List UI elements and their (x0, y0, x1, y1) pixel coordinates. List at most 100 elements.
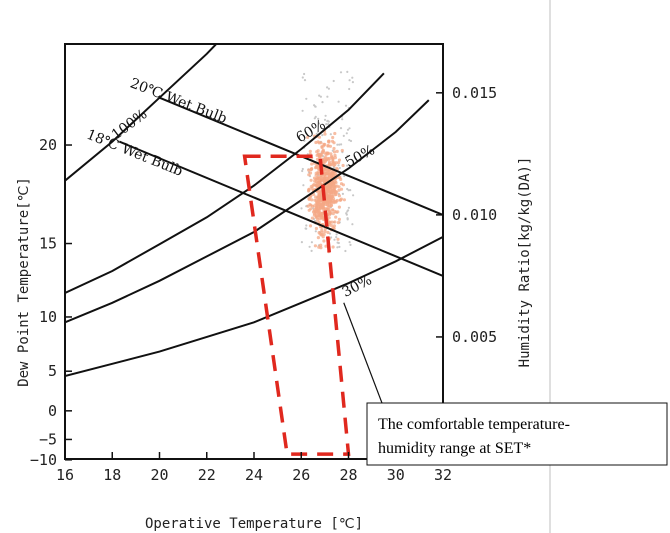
scatter-point (316, 149, 320, 153)
scatter-halo-point (348, 87, 351, 91)
scatter-point (312, 176, 317, 180)
scatter-halo-point (305, 224, 308, 227)
scatter-point (316, 236, 320, 240)
scatter-point (319, 243, 323, 247)
scatter-point (315, 177, 319, 181)
scatter-halo-point (310, 241, 313, 244)
scatter-halo-point (336, 246, 339, 249)
scatter-point (323, 229, 327, 234)
scatter-halo-point (318, 94, 321, 97)
scatter-point (309, 207, 313, 211)
scatter-halo-point (309, 128, 312, 131)
scatter-halo-point (308, 245, 311, 248)
y-left-tick-label: 15 (39, 235, 57, 253)
scatter-point (310, 216, 314, 220)
scatter-halo-point (302, 184, 305, 187)
curve-60pct (65, 72, 385, 294)
scatter-halo-point (317, 117, 320, 120)
scatter-point (315, 210, 319, 214)
scatter-halo-point (317, 122, 321, 125)
scatter-point (307, 197, 311, 201)
scatter-point (317, 231, 321, 235)
scatter-halo-point (336, 143, 339, 146)
scatter-halo-point (323, 118, 327, 121)
scatter-point (337, 188, 341, 192)
scatter-halo-point (303, 79, 307, 82)
scatter-point (333, 185, 337, 190)
scatter-halo-point (321, 134, 324, 137)
scatter-point (332, 224, 336, 228)
x-tick-label: 16 (56, 466, 74, 484)
scatter-halo-point (341, 118, 344, 121)
scatter-halo-point (345, 213, 348, 216)
scatter-halo-point (300, 207, 303, 210)
scatter-point (331, 183, 336, 187)
scatter-halo-point (339, 127, 343, 130)
scatter-point (315, 203, 319, 207)
scatter-point (324, 244, 328, 248)
scatter-halo-point (351, 81, 354, 84)
y-right-tick-label: 0.015 (452, 84, 497, 102)
scatter-halo-point (348, 139, 351, 142)
y-axis-left-label: Dew Point Temperature[℃] (16, 177, 32, 387)
scatter-halo-point (303, 139, 306, 142)
scatter-halo-point (319, 95, 322, 98)
scatter-point (337, 158, 342, 162)
scatter-halo-point (347, 209, 350, 212)
scatter-point (327, 205, 331, 209)
scatter-halo-point (303, 72, 306, 76)
scatter-point (336, 237, 340, 241)
curve-label-50pct: 50% (343, 142, 378, 171)
scatter-point (333, 131, 337, 136)
scatter-halo-point (300, 241, 303, 244)
scatter-point (331, 135, 335, 140)
scatter-halo-point (326, 95, 329, 98)
scatter-point (340, 148, 344, 153)
scatter-point (334, 199, 338, 203)
scatter-halo-point (335, 236, 338, 239)
scatter-point (318, 204, 322, 208)
scatter-halo-point (314, 105, 317, 108)
scatter-halo-point (326, 120, 329, 123)
scatter-halo-point (332, 79, 335, 83)
scatter-point (330, 220, 334, 224)
x-tick-label: 30 (387, 466, 405, 484)
y-left-tick-label: −5 (39, 430, 57, 448)
y-axis-right-label: Humidity Ratio[kg/kg(DA)] (517, 157, 533, 368)
scatter-point (327, 209, 331, 213)
y-left-tick-label: 0 (48, 402, 57, 420)
scatter-point (338, 175, 342, 179)
annotation-pointer (343, 302, 383, 404)
tick-layer: 16 18 20 22 24 26 28 30 32 20 15 10 5 0 −5 −10 0.015 0.01… (30, 84, 497, 484)
scatter-point (320, 230, 324, 234)
x-tick-label: 26 (292, 466, 310, 484)
x-axis-label: Operative Temperature [℃] (145, 516, 363, 532)
scatter-halo-point (301, 109, 304, 112)
scatter-halo-point (301, 169, 304, 173)
scatter-point (337, 194, 341, 198)
scatter-halo-point (347, 206, 350, 209)
x-tick-label: 22 (198, 466, 216, 484)
scatter-point (339, 197, 343, 201)
scatter-halo-point (327, 123, 330, 126)
scatter-halo-point (341, 192, 344, 195)
scatter-point (336, 221, 340, 225)
scatter-point (316, 218, 320, 222)
scatter-halo-point (313, 104, 316, 107)
scatter-halo-point (346, 154, 349, 157)
scatter-point (317, 192, 321, 197)
scatter-point (317, 199, 321, 204)
scatter-point (314, 171, 318, 175)
scatter-point (329, 197, 333, 201)
scatter-halo-point (346, 128, 350, 131)
scatter-point (326, 230, 330, 235)
scatter-point (325, 186, 329, 190)
scatter-point (323, 132, 327, 136)
scatter-halo-point (336, 241, 339, 244)
scatter-point (334, 210, 338, 214)
scatter-halo-point (333, 167, 336, 170)
scatter-halo-point (340, 143, 343, 146)
scatter-halo-point (342, 134, 345, 137)
scatter-point (328, 188, 332, 192)
scatter-point (327, 216, 331, 220)
